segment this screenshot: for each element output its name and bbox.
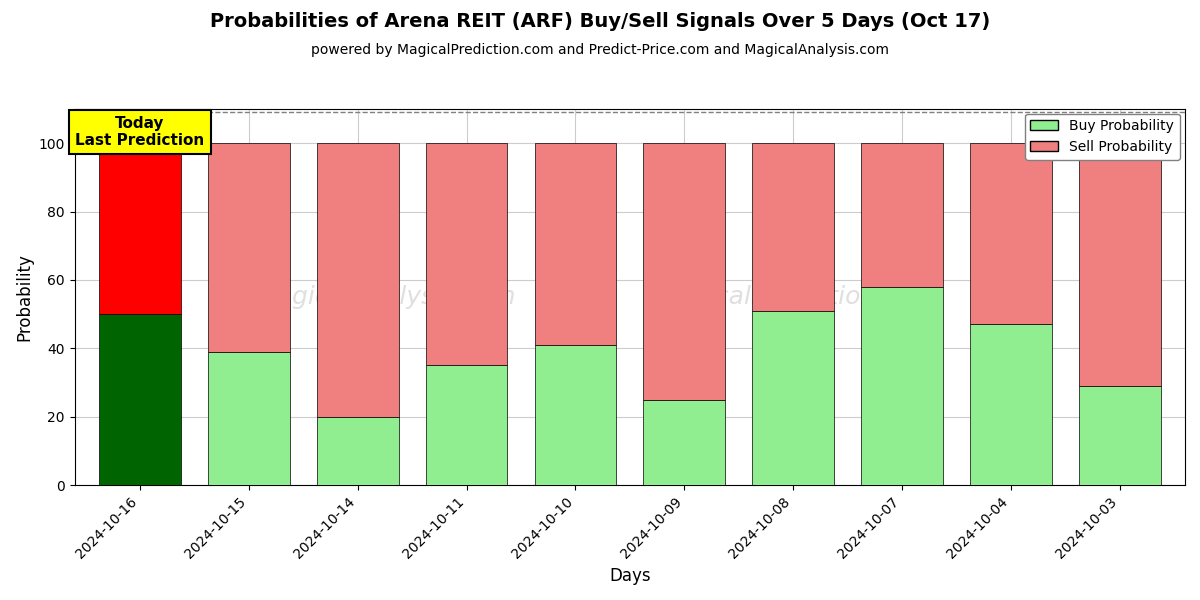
Bar [1079, 386, 1160, 485]
Bar [426, 143, 508, 365]
Bar [1079, 143, 1160, 386]
Text: MagicalAnalysis.com: MagicalAnalysis.com [256, 285, 516, 309]
Text: MagicalPrediction.com: MagicalPrediction.com [655, 285, 937, 309]
Y-axis label: Probability: Probability [16, 253, 34, 341]
Bar [100, 143, 181, 314]
Bar [208, 352, 289, 485]
Bar [208, 143, 289, 352]
Bar [752, 311, 834, 485]
Bar [643, 400, 725, 485]
Bar [862, 287, 943, 485]
Bar [970, 143, 1051, 325]
Text: Today
Last Prediction: Today Last Prediction [76, 116, 204, 148]
Bar [970, 325, 1051, 485]
Bar [317, 143, 398, 417]
X-axis label: Days: Days [610, 567, 650, 585]
Text: powered by MagicalPrediction.com and Predict-Price.com and MagicalAnalysis.com: powered by MagicalPrediction.com and Pre… [311, 43, 889, 57]
Bar [752, 143, 834, 311]
Bar [426, 365, 508, 485]
Bar [100, 314, 181, 485]
Text: Probabilities of Arena REIT (ARF) Buy/Sell Signals Over 5 Days (Oct 17): Probabilities of Arena REIT (ARF) Buy/Se… [210, 12, 990, 31]
Legend: Buy Probability, Sell Probability: Buy Probability, Sell Probability [1025, 113, 1180, 160]
Bar [534, 143, 617, 345]
Bar [862, 143, 943, 287]
Bar [643, 143, 725, 400]
Bar [317, 417, 398, 485]
Bar [534, 345, 617, 485]
